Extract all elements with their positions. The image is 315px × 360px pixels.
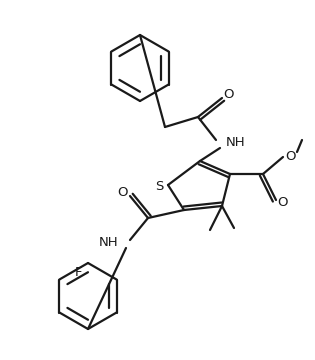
Text: O: O (278, 195, 288, 208)
Text: O: O (286, 149, 296, 162)
Text: O: O (117, 185, 127, 198)
Text: F: F (75, 266, 83, 279)
Text: NH: NH (226, 135, 246, 149)
Text: S: S (155, 180, 163, 193)
Text: NH: NH (98, 237, 118, 249)
Text: O: O (224, 87, 234, 100)
